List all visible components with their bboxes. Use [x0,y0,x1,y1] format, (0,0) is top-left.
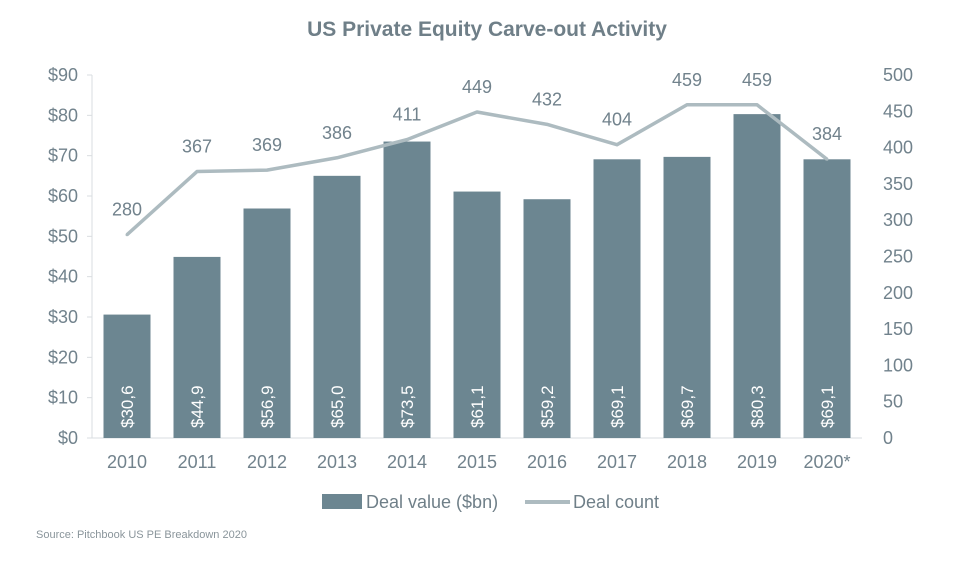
y-right-tick-label: 450 [883,101,913,121]
y-right-tick-label: 400 [883,138,913,158]
bar [313,175,361,439]
y-left-tick-label: $60 [48,186,78,206]
y-left-tick-label: $50 [48,226,78,246]
line-data-label: 459 [742,70,772,90]
x-tick-label: 2014 [387,452,427,472]
y-right-tick-label: 50 [883,392,903,412]
y-left-tick-label: $20 [48,347,78,367]
y-right-tick-label: 100 [883,355,913,375]
y-right-tick-label: 200 [883,283,913,303]
bar [173,256,221,438]
bar-data-label: $73,5 [398,385,417,428]
bar [593,159,641,438]
bar-data-label: $69,7 [678,385,697,428]
x-tick-label: 2015 [457,452,497,472]
bar-series: $30,6 $44,9 $56,9 $65,0 $73,5 $61,1 $59,2 $69,1… [103,114,851,439]
line-point [825,157,829,161]
y-left-tick-label: $0 [58,428,78,448]
bar-data-label: $44,9 [188,385,207,428]
y-left-tick-label: $10 [48,388,78,408]
x-tick-label: 2016 [527,452,567,472]
x-tick-label: 2011 [178,452,217,472]
bar [453,191,501,438]
x-tick-label: 2017 [597,452,637,472]
line-point [405,138,409,142]
y-right-tick-label: 350 [883,174,913,194]
bar-data-label: $69,1 [818,385,837,428]
line-data-label: 459 [672,70,702,90]
bar [663,156,711,439]
y-right-tick-label: 150 [883,319,913,339]
bar [243,208,291,438]
bar-data-label: $80,3 [748,385,767,428]
line-data-label: 449 [462,77,492,97]
y-left-tick-label: $90 [48,65,78,85]
bar-data-label: $30,6 [118,385,137,428]
line-data-label: 367 [182,137,212,157]
bar [103,314,151,438]
line-data-label: 384 [812,124,842,144]
line-point [125,233,129,237]
bar [733,114,781,438]
y-left-tick-label: $30 [48,307,78,327]
line-point [615,143,619,147]
line-point [545,122,549,126]
line-data-label: 369 [252,135,282,155]
line-point [265,168,269,172]
line-data-label: 432 [532,89,562,109]
x-tick-label: 2020* [803,452,850,472]
bar [803,159,851,438]
bar-data-label: $61,1 [468,385,487,428]
chart-title: US Private Equity Carve-out Activity [307,18,667,41]
line-series: 280 367 369 386 411 449 432 404 459 459 384 [112,70,842,237]
bar-data-label: $69,1 [608,385,627,428]
line-data-label: 404 [602,110,632,130]
bar [383,141,431,439]
y-left-tick-label: $80 [48,105,78,125]
source-note: Source: Pitchbook US PE Breakdown 2020 [36,529,247,541]
y-right-tick-label: 250 [883,247,913,267]
y-right-tick-label: 500 [883,65,913,85]
y-left-tick-label: $70 [48,146,78,166]
bar [523,199,571,438]
bar-data-label: $65,0 [328,385,347,428]
line-point [195,170,199,174]
line-data-label: 280 [112,200,142,220]
bar-data-label: $59,2 [538,385,557,428]
line-point [475,110,479,114]
line-point [335,156,339,160]
x-tick-label: 2013 [317,452,357,472]
legend-swatch-bar [322,494,362,509]
bar-data-label: $56,9 [258,385,277,428]
x-tick-label: 2019 [737,452,777,472]
y-left-tick-label: $40 [48,267,78,287]
x-tick-label: 2012 [247,452,287,472]
line-point [755,103,759,107]
line-data-label: 386 [322,123,352,143]
y-right-tick-label: 300 [883,210,913,230]
line-data-label: 411 [393,105,422,125]
legend: Deal value ($bn) Deal count [322,492,659,512]
y-right-tick-label: 0 [883,428,893,448]
x-tick-label: 2010 [107,452,147,472]
legend-label-bar: Deal value ($bn) [366,492,498,512]
line-point [685,103,689,107]
axes: $0 $10 $20 $30 $40 $50 $60 $70 $80 $90 0 50 100 150 20… [48,65,913,472]
legend-label-line: Deal count [573,492,659,512]
x-tick-label: 2018 [667,452,707,472]
